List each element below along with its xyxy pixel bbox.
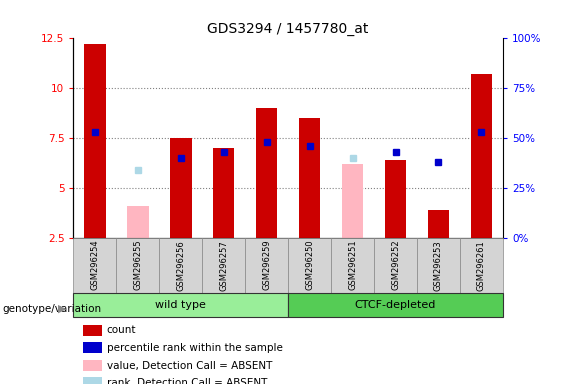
Bar xyxy=(417,238,460,294)
Bar xyxy=(256,108,277,238)
Bar xyxy=(127,206,149,238)
Text: GSM296250: GSM296250 xyxy=(305,240,314,290)
Text: GSM296256: GSM296256 xyxy=(176,240,185,291)
Bar xyxy=(374,238,417,294)
Text: GSM296259: GSM296259 xyxy=(262,240,271,290)
Text: percentile rank within the sample: percentile rank within the sample xyxy=(107,343,282,353)
Bar xyxy=(159,238,202,294)
Text: GSM296253: GSM296253 xyxy=(434,240,443,291)
Text: GSM296257: GSM296257 xyxy=(219,240,228,291)
Bar xyxy=(288,238,331,294)
Bar xyxy=(471,74,492,238)
Bar xyxy=(299,118,320,238)
Text: GSM296254: GSM296254 xyxy=(90,240,99,290)
Bar xyxy=(170,138,192,238)
Bar xyxy=(83,360,102,371)
Text: CTCF-depleted: CTCF-depleted xyxy=(355,300,436,310)
Bar xyxy=(202,238,245,294)
Bar xyxy=(83,377,102,384)
Bar xyxy=(460,238,503,294)
Bar xyxy=(73,293,288,317)
Text: value, Detection Call = ABSENT: value, Detection Call = ABSENT xyxy=(107,361,272,371)
Title: GDS3294 / 1457780_at: GDS3294 / 1457780_at xyxy=(207,22,369,36)
Bar xyxy=(83,324,102,336)
Bar xyxy=(288,293,503,317)
Text: count: count xyxy=(107,326,136,336)
Bar xyxy=(73,238,116,294)
Bar xyxy=(83,342,102,353)
Bar xyxy=(342,164,363,238)
Bar xyxy=(116,238,159,294)
Text: GSM296261: GSM296261 xyxy=(477,240,486,291)
Text: ▶: ▶ xyxy=(58,304,67,314)
Bar xyxy=(385,160,406,238)
Bar xyxy=(84,45,106,238)
Text: GSM296252: GSM296252 xyxy=(391,240,400,290)
Text: rank, Detection Call = ABSENT: rank, Detection Call = ABSENT xyxy=(107,378,267,384)
Bar xyxy=(245,238,288,294)
Bar xyxy=(213,148,234,238)
Bar xyxy=(331,238,374,294)
Text: GSM296255: GSM296255 xyxy=(133,240,142,290)
Bar xyxy=(428,210,449,238)
Text: wild type: wild type xyxy=(155,300,206,310)
Text: GSM296251: GSM296251 xyxy=(348,240,357,290)
Text: genotype/variation: genotype/variation xyxy=(3,304,102,314)
